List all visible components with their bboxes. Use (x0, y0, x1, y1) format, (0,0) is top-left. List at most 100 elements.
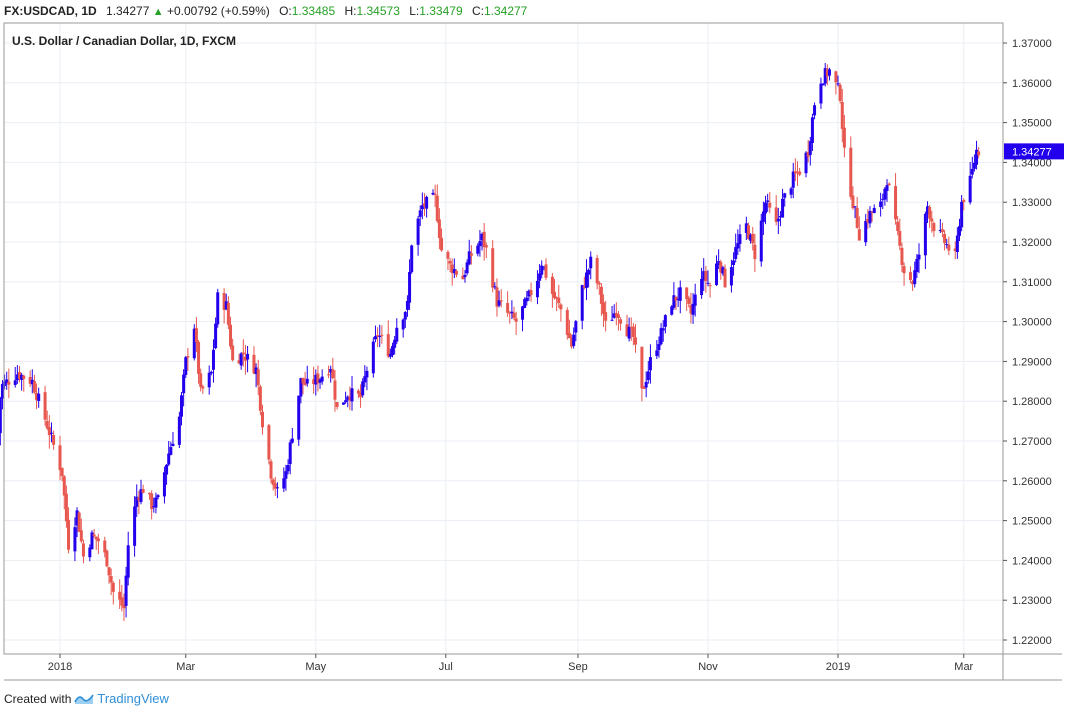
candle-body-down (908, 272, 912, 280)
candle-body-down (111, 582, 115, 592)
candle-body-up (416, 218, 420, 245)
y-tick-label: 1.24000 (1012, 555, 1052, 567)
candle-body-up (403, 312, 407, 320)
candle-body-up (497, 300, 501, 306)
x-tick-label: Mar (176, 661, 195, 673)
candle-body-down (58, 445, 62, 470)
candle-body-up (373, 336, 377, 340)
candle-body-down (450, 264, 454, 274)
candle-body-up (15, 374, 19, 381)
candle-body-down (229, 324, 233, 347)
candle-body-down (333, 380, 337, 400)
candle-body-up (872, 207, 876, 214)
candle-body-up (657, 344, 661, 350)
candle-body-up (525, 297, 529, 302)
candle-body-down (553, 291, 557, 299)
candle-body-up (420, 205, 424, 210)
candle-body-up (167, 453, 171, 465)
candle-body-down (619, 319, 623, 324)
candle-body-up (510, 311, 514, 314)
candle-body-down (107, 567, 111, 576)
candle-body-down (753, 244, 757, 260)
candle-body-up (214, 323, 218, 349)
candle-body-up (706, 282, 710, 284)
candle-body-up (493, 286, 497, 288)
candle-body-up (915, 258, 919, 272)
candle-body-down (482, 231, 486, 248)
candle-body-up (917, 254, 921, 260)
candle-body-up (810, 117, 814, 143)
candle-body-down (237, 360, 241, 364)
candle-body-up (305, 378, 309, 384)
candle-body-up (813, 105, 817, 116)
candle-body-up (521, 306, 525, 320)
candle-body-up (736, 243, 740, 249)
candle-body-up (5, 379, 9, 384)
candle-body-down (303, 382, 307, 385)
candle-body-down (435, 195, 439, 222)
plot-frame (3, 22, 1004, 655)
candle-body-down (256, 369, 260, 386)
candle-body-up (90, 532, 94, 550)
candle-body-down (625, 324, 629, 337)
candle-body-down (448, 261, 452, 264)
candle-body-up (184, 357, 188, 376)
candle-body-down (312, 379, 316, 385)
candle-body-up (391, 346, 395, 356)
candle-body-up (0, 398, 2, 434)
candle-body-down (796, 171, 800, 173)
candle-body-down (508, 312, 512, 314)
candle-body-down (201, 386, 205, 389)
symbol-header: FX:USDCAD, 1D 1.34277 ▲ +0.00792 (+0.59%… (4, 2, 527, 20)
candle-body-up (975, 149, 979, 165)
y-axis[interactable]: 1.37000 1.36000 1.35000 1.34000 1.33000 1.320… (1003, 38, 1052, 647)
candle-body-down (565, 310, 569, 336)
candle-body-up (659, 328, 663, 345)
candle-body-up (672, 295, 676, 308)
candle-body-up (139, 489, 143, 502)
candle-body-up (371, 341, 375, 374)
close-label: C: (471, 4, 484, 18)
candle-body-down (252, 354, 256, 374)
candle-body-down (222, 293, 226, 310)
candle-body-down (376, 335, 380, 337)
candle-body-down (356, 390, 360, 394)
candle-body-down (866, 218, 870, 223)
footer: Created with TradingView (4, 690, 169, 708)
candle-body-down (514, 318, 518, 322)
candle-body-down (708, 285, 712, 287)
x-tick-label: May (305, 661, 326, 673)
tradingview-brand-link[interactable]: TradingView (97, 691, 169, 706)
candle-body-up (169, 447, 173, 455)
candle-body-down (798, 171, 802, 175)
candle-body-up (182, 374, 186, 394)
candle-body-down (96, 538, 100, 542)
price-chart[interactable]: 1.37000 1.36000 1.35000 1.34000 1.33000 1.320… (0, 0, 1066, 690)
candle-body-up (766, 200, 770, 202)
candle-body-down (484, 245, 488, 248)
candle-body-up (776, 218, 780, 222)
candle-body-up (960, 201, 964, 228)
candle-body-down (260, 411, 264, 428)
candle-body-up (738, 234, 742, 244)
candle-body-down (269, 461, 273, 479)
candle-body-down (825, 68, 829, 77)
candle-body-up (254, 367, 258, 375)
candle-body-up (791, 171, 795, 188)
candle-body-down (64, 493, 68, 522)
candle-body-down (768, 202, 772, 208)
candle-body-up (211, 349, 215, 370)
candle-body-up (361, 381, 365, 396)
candle-body-down (704, 270, 708, 282)
candle-body-up (88, 547, 92, 558)
candle-body-up (827, 69, 831, 76)
candle-body-up (378, 336, 382, 338)
x-tick-label: Mar (954, 661, 973, 673)
candle-body-down (197, 341, 201, 374)
candle-body-up (938, 229, 942, 231)
candle-body-up (729, 267, 733, 286)
chart-grid (4, 23, 1003, 654)
up-arrow-icon: ▲ (152, 6, 164, 18)
candle-body-up (20, 374, 24, 380)
x-axis[interactable]: 2018 Mar May Jul Sep Nov 2019 Mar (48, 654, 974, 673)
